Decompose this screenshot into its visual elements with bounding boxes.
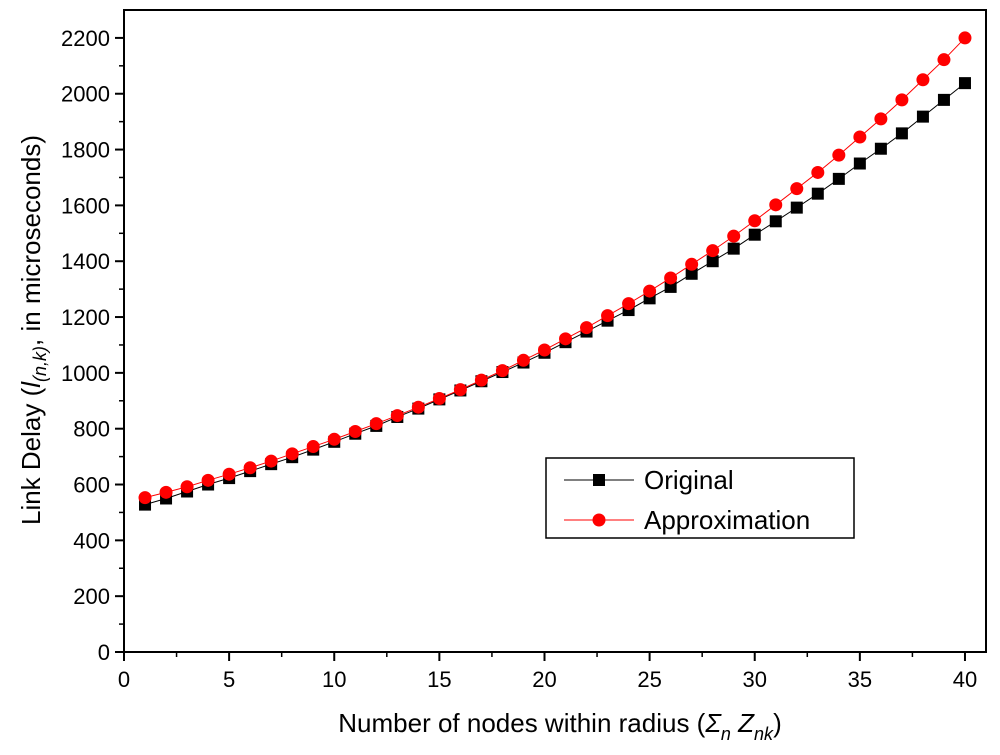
data-point-approximation	[369, 417, 383, 431]
data-point-approximation	[474, 373, 488, 387]
data-point-approximation	[453, 383, 467, 397]
x-axis-title: Number of nodes within radius (Σn Znk)	[338, 708, 781, 744]
x-tick-label: 20	[532, 667, 556, 692]
series-original	[139, 77, 971, 511]
data-point-approximation	[706, 244, 720, 258]
data-point-approximation	[790, 182, 804, 196]
data-point-original	[811, 187, 824, 200]
data-point-approximation	[874, 112, 888, 126]
data-point-approximation	[811, 165, 825, 179]
data-point-approximation	[222, 467, 236, 481]
data-point-original	[727, 242, 740, 255]
data-point-approximation	[685, 257, 699, 271]
data-point-approximation	[580, 321, 594, 335]
data-point-approximation	[916, 73, 930, 87]
y-tick-label: 1800	[61, 138, 110, 163]
data-point-approximation	[937, 53, 951, 67]
data-point-approximation	[243, 461, 257, 475]
data-point-approximation	[390, 409, 404, 423]
data-point-original	[832, 172, 845, 185]
data-point-approximation	[285, 447, 299, 461]
y-tick-label: 1000	[61, 361, 110, 386]
data-point-original	[748, 228, 761, 241]
x-tick-label: 10	[322, 667, 346, 692]
data-point-original	[664, 280, 677, 293]
x-tick-label: 25	[637, 667, 661, 692]
legend-label: Approximation	[644, 505, 810, 535]
y-tick-label: 2000	[61, 82, 110, 107]
data-point-approximation	[958, 31, 972, 45]
legend-marker-approximation	[592, 513, 606, 527]
y-tick-label: 1600	[61, 193, 110, 218]
data-point-original	[874, 142, 887, 155]
y-tick-label: 0	[98, 640, 110, 665]
data-point-original	[895, 127, 908, 140]
data-point-original	[916, 110, 929, 123]
x-tick-label: 5	[223, 667, 235, 692]
y-axis-title: Link Delay (l(n,k), in microseconds)	[16, 135, 50, 525]
series-line-original	[144, 82, 966, 506]
legend-label: Original	[644, 465, 734, 495]
data-point-approximation	[895, 93, 909, 107]
data-point-approximation	[516, 353, 530, 367]
x-tick-label: 40	[953, 667, 977, 692]
data-point-approximation	[748, 214, 762, 228]
x-tick-label: 0	[118, 667, 130, 692]
data-point-original	[937, 93, 950, 106]
data-point-approximation	[622, 297, 636, 311]
data-point-approximation	[727, 229, 741, 243]
y-tick-label: 2200	[61, 26, 110, 51]
data-point-original	[769, 215, 782, 228]
series-line-approximation	[144, 37, 966, 499]
data-point-original	[790, 201, 803, 214]
data-point-approximation	[411, 400, 425, 414]
x-tick-label: 35	[848, 667, 872, 692]
data-point-original	[958, 77, 971, 90]
data-point-approximation	[348, 424, 362, 438]
axes: 0 5 10 15 20 25 30 35 40020040060080010001200140…	[61, 9, 987, 692]
data-point-approximation	[495, 364, 509, 378]
plot-frame	[123, 9, 987, 653]
legend: Original Approximation	[545, 457, 855, 539]
data-point-approximation	[559, 332, 573, 346]
data-point-original	[706, 255, 719, 268]
data-point-approximation	[306, 440, 320, 454]
plot-area	[138, 31, 972, 511]
data-point-approximation	[601, 309, 615, 323]
y-tick-label: 1200	[61, 305, 110, 330]
data-point-original	[853, 157, 866, 170]
y-tick-label: 800	[73, 417, 110, 442]
y-tick-label: 200	[73, 584, 110, 609]
y-tick-label: 1400	[61, 249, 110, 274]
data-point-original	[685, 267, 698, 280]
data-point-approximation	[180, 480, 194, 494]
data-point-approximation	[201, 473, 215, 487]
data-point-approximation	[664, 271, 678, 285]
series-approximation	[138, 31, 972, 505]
y-tick-label: 600	[73, 473, 110, 498]
data-point-approximation	[853, 130, 867, 144]
data-point-approximation	[264, 454, 278, 468]
data-point-approximation	[643, 284, 657, 298]
x-tick-label: 30	[742, 667, 766, 692]
data-point-approximation	[327, 432, 341, 446]
data-point-approximation	[537, 343, 551, 357]
legend-marker-original	[593, 474, 605, 486]
data-point-approximation	[159, 485, 173, 499]
data-point-approximation	[832, 148, 846, 162]
y-tick-label: 400	[73, 528, 110, 553]
data-point-approximation	[138, 491, 152, 505]
data-point-approximation	[432, 392, 446, 406]
data-point-approximation	[769, 198, 783, 212]
x-tick-label: 15	[427, 667, 451, 692]
